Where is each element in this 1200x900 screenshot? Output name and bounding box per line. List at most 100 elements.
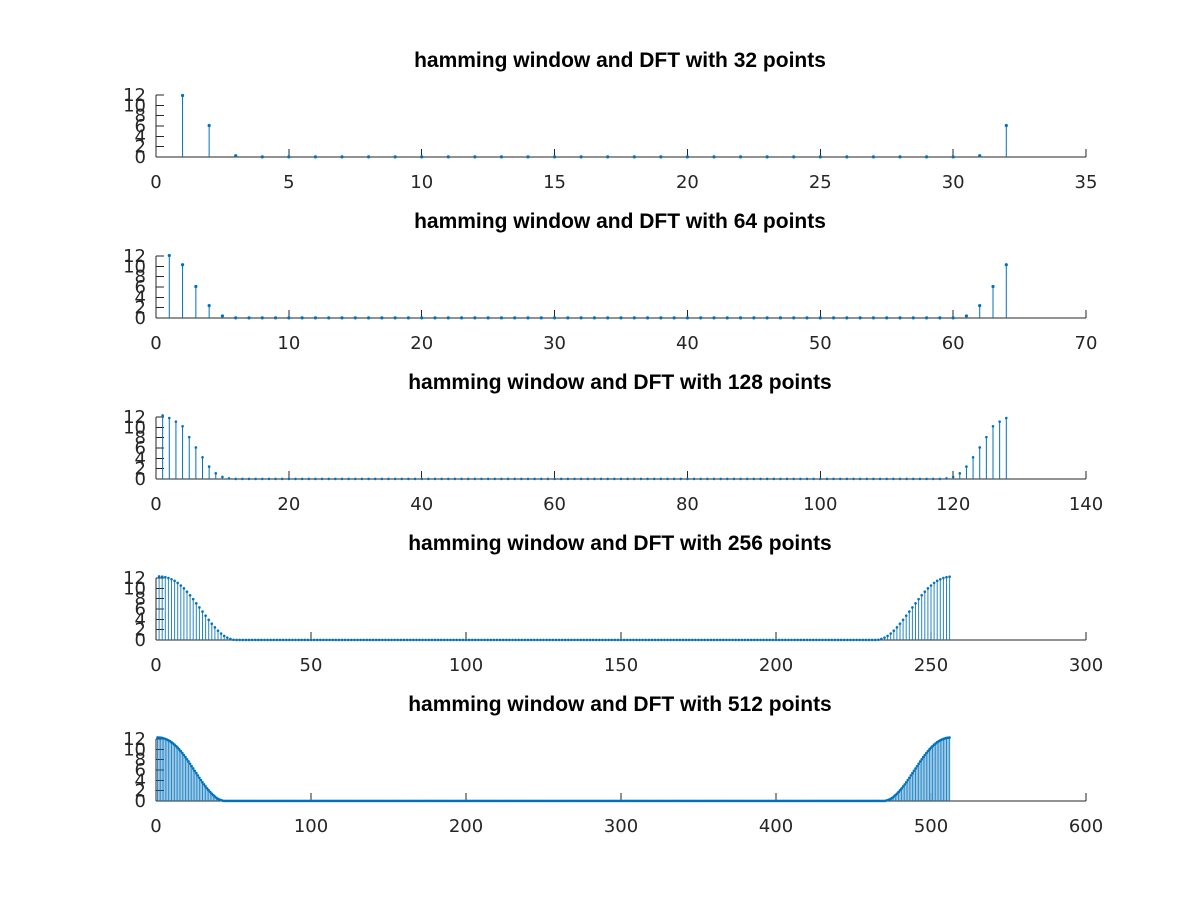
stem-marker (805, 638, 809, 642)
stem-marker (606, 316, 610, 320)
stem-marker (195, 602, 198, 605)
x-tick-label: 100 (294, 816, 328, 837)
stem-marker (812, 477, 815, 481)
x-tick-label: 400 (759, 816, 793, 837)
stem-marker (904, 780, 908, 784)
stem-marker (731, 638, 734, 642)
stem-marker (181, 751, 184, 755)
stem-marker (762, 638, 765, 642)
stem-marker (464, 638, 468, 642)
stem-marker (287, 477, 291, 481)
stem-marker (489, 638, 493, 642)
stem-marker (886, 634, 889, 638)
stem-marker (1004, 263, 1008, 267)
y-tick-label: 12 (123, 729, 146, 750)
stem-marker (380, 477, 384, 481)
stem-marker (632, 155, 636, 159)
stem-marker (858, 477, 862, 481)
stem-marker (852, 477, 855, 481)
subplot-title: hamming window and DFT with 128 points (408, 371, 832, 394)
stem-marker (601, 638, 604, 642)
stem-marker (436, 638, 440, 642)
stem-marker (421, 638, 424, 642)
stem-marker (663, 638, 666, 642)
x-tick-label: 200 (449, 816, 483, 837)
x-tick-label: 100 (803, 494, 837, 515)
stem-marker (678, 638, 682, 642)
stem-marker (765, 638, 768, 642)
x-tick-label: 60 (942, 333, 965, 354)
stem-marker (221, 475, 224, 479)
stem-marker (566, 477, 570, 481)
stem-marker (685, 155, 690, 159)
stem-marker (319, 638, 322, 642)
stem-marker (402, 638, 406, 642)
stem-marker (718, 638, 722, 642)
stem-marker (998, 420, 1001, 423)
stem-marker (818, 155, 822, 159)
stem-marker (818, 316, 822, 320)
stem-marker (846, 638, 849, 642)
stem-marker (387, 477, 390, 481)
stem-marker (505, 638, 508, 642)
stem-marker (855, 638, 858, 642)
stem-marker (908, 610, 911, 613)
stem-marker (792, 477, 796, 481)
stem-marker (201, 456, 204, 459)
stem-marker (380, 316, 384, 320)
stem-marker (619, 477, 623, 481)
y-tick-label: 8 (135, 750, 146, 771)
stem-marker (908, 776, 911, 780)
stem-marker (594, 638, 598, 642)
stem-marker (194, 284, 198, 289)
y-tick-label: 6 (135, 438, 146, 459)
stem-marker (632, 316, 636, 320)
stem-marker (207, 304, 211, 308)
stem-marker (752, 477, 756, 481)
stem-marker (706, 477, 709, 481)
y-tick-label: 2 (135, 137, 146, 158)
stem-marker (785, 477, 789, 481)
stem-marker (573, 477, 576, 481)
stem-marker (430, 638, 434, 642)
stem-marker (184, 755, 187, 759)
stem-marker (948, 736, 951, 739)
stem-marker (220, 314, 225, 318)
stem-marker (260, 316, 264, 320)
stem-marker (182, 753, 186, 757)
stem-marker (291, 638, 294, 642)
stem-marker (646, 477, 649, 481)
stem-marker (892, 477, 895, 481)
stem-marker (204, 614, 207, 618)
stem-marker (229, 637, 232, 641)
stem-marker (935, 579, 939, 583)
stem-marker (666, 638, 669, 642)
stem-marker (579, 638, 582, 642)
stem-marker (227, 477, 231, 480)
stem-marker (951, 155, 955, 159)
y-tick-label: 4 (135, 448, 146, 469)
stem-marker (985, 435, 988, 439)
stem-marker (632, 477, 636, 481)
stem-marker (738, 316, 743, 320)
stem-marker (194, 446, 198, 449)
subplot-title: hamming window and DFT with 256 points (408, 532, 832, 555)
stem-marker (610, 638, 613, 642)
stem-marker (911, 606, 914, 609)
stem-marker (461, 638, 465, 642)
stem-marker (625, 638, 629, 642)
stem-marker (692, 477, 696, 481)
stem-marker (845, 155, 849, 159)
stem-marker (458, 638, 462, 642)
stem-marker (929, 584, 933, 587)
stem-marker (799, 638, 803, 642)
stem-marker (752, 316, 756, 320)
stem-marker (832, 477, 835, 481)
stem-marker (486, 638, 490, 642)
stem-marker (552, 316, 557, 320)
stem-marker (852, 638, 855, 642)
x-tick-label: 20 (410, 333, 433, 354)
stem-marker (839, 638, 843, 642)
stem-marker (455, 638, 459, 642)
stem-marker (387, 638, 390, 642)
